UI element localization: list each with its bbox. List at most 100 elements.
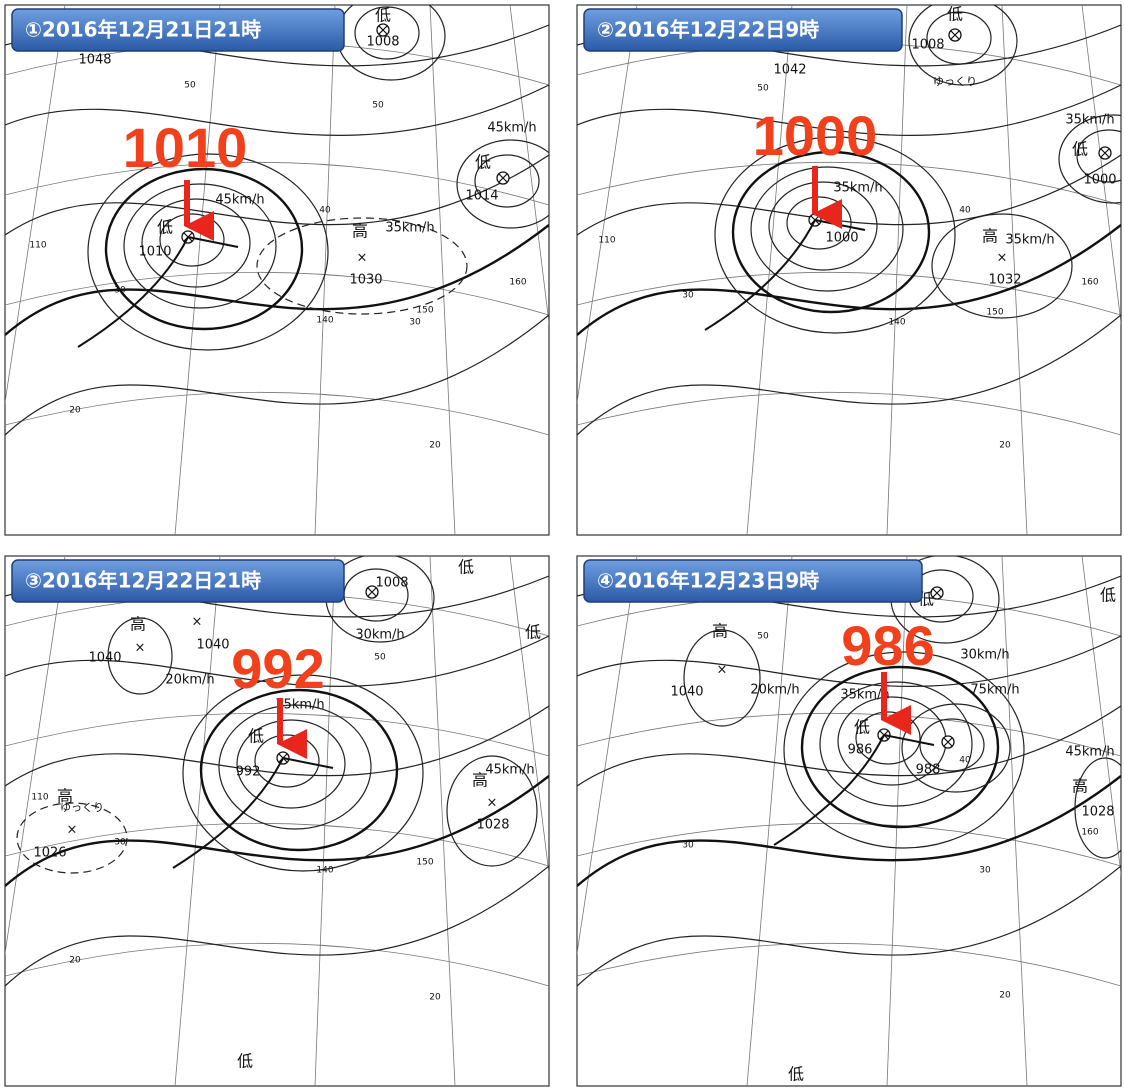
map-label: 140 <box>316 866 333 876</box>
meridian <box>1001 556 1028 1086</box>
map-label: 150 <box>416 858 433 868</box>
meridian <box>1081 556 1121 878</box>
map-label: 低 <box>1100 586 1116 605</box>
map-label: 1026 <box>33 846 66 861</box>
panel-title: ③2016年12月22日21時 <box>25 569 261 593</box>
parallel <box>577 822 1121 867</box>
map-label: × <box>357 251 368 266</box>
isobar <box>577 224 1121 336</box>
pressure-callout: 986 <box>841 614 934 677</box>
isobar <box>919 718 985 772</box>
meridian <box>577 556 638 957</box>
isobar <box>5 84 549 136</box>
map-label: 160 <box>1081 278 1098 288</box>
map-label: × <box>997 251 1008 266</box>
isobar <box>107 617 173 695</box>
map-label: 45km/h <box>1065 745 1114 760</box>
isobar <box>199 688 399 852</box>
pressure-callout: 992 <box>231 637 324 700</box>
map-label: 30 <box>114 286 126 296</box>
map-label: × <box>717 663 728 678</box>
map-label: 低 <box>458 558 474 577</box>
isobar <box>908 5 1018 86</box>
map-label: 988 <box>916 763 941 778</box>
isobar <box>5 705 549 787</box>
warm-front <box>282 757 334 769</box>
low-center <box>950 30 960 40</box>
isobar <box>456 139 549 229</box>
warm-front <box>883 734 935 746</box>
map-label: 20 <box>69 956 81 966</box>
map-label: 986 <box>848 743 873 758</box>
panel-title: ④2016年12月23日9時 <box>597 569 819 593</box>
low-center <box>1100 148 1110 158</box>
map-label: 35km/h <box>1005 233 1054 248</box>
map-label: 20km/h <box>750 683 799 698</box>
map-label: 低 <box>854 718 870 737</box>
map-label: 40 <box>959 756 971 766</box>
meridian <box>509 556 549 878</box>
isobar <box>5 865 549 987</box>
cold-front <box>773 734 885 846</box>
map-label: 160 <box>509 278 526 288</box>
parallel <box>5 271 549 316</box>
isobar <box>104 167 304 331</box>
map-label: 30 <box>979 866 991 876</box>
weather-map-panel: 高 × 1040 × 1040 20km/h 低 1008 30km/h 75km/h 低 992 高ゆ… <box>4 555 550 1087</box>
meridian <box>746 556 793 1086</box>
isobar <box>901 703 1011 793</box>
meridian <box>509 5 549 327</box>
map-label: 30 <box>682 291 694 301</box>
map-label: 20 <box>429 993 441 1003</box>
isobar <box>731 150 931 314</box>
map-label: 1000 <box>825 231 858 246</box>
isobar <box>783 651 1025 849</box>
pressure-callout: 1000 <box>753 104 878 167</box>
map-label: 45km/h <box>485 763 534 778</box>
isobar <box>182 674 424 872</box>
map-label: 低 <box>475 153 491 172</box>
map-label: 50 <box>757 84 769 94</box>
isobar <box>577 84 1121 136</box>
parallel <box>577 391 1121 436</box>
map-label: 30 <box>114 838 126 848</box>
title-badge <box>11 559 345 603</box>
panel-frame <box>4 4 550 536</box>
map-label: 高 <box>1072 777 1088 796</box>
isobar <box>1076 129 1121 183</box>
meridian <box>314 556 336 1086</box>
isobar <box>256 217 468 315</box>
isobar <box>819 681 973 807</box>
map-label: 50 <box>372 101 384 111</box>
map-label: 低 <box>788 1065 804 1084</box>
isobar <box>87 153 329 351</box>
map-label: 1014 <box>465 189 498 204</box>
map-label: 50 <box>374 653 386 663</box>
panel-frame <box>576 555 1122 1087</box>
map-label: 140 <box>888 318 905 328</box>
cold-front <box>172 757 284 869</box>
parallel <box>5 391 549 436</box>
meridian <box>886 5 908 535</box>
map-label: 50 <box>184 81 196 91</box>
map-drawing <box>5 5 549 535</box>
map-label: 35km/h <box>840 688 889 703</box>
meridian <box>577 5 638 406</box>
map-label: 40 <box>319 206 331 216</box>
meridian <box>174 556 221 1086</box>
map-label: 20 <box>429 441 441 451</box>
map-label: × <box>192 615 203 630</box>
map-label: 20km/h <box>165 673 214 688</box>
isobar <box>236 719 346 809</box>
map-label: 高 <box>982 227 998 246</box>
map-label: 50 <box>757 632 769 642</box>
map-label: 1032 <box>988 273 1021 288</box>
parallel <box>577 271 1121 316</box>
map-label: 1042 <box>773 63 806 78</box>
meridian <box>1001 5 1028 535</box>
map-label: 160 <box>1081 828 1098 838</box>
map-label: 低 <box>375 6 391 25</box>
map-label: 低 <box>525 623 541 642</box>
parallel <box>5 161 549 206</box>
isobar <box>5 224 549 336</box>
